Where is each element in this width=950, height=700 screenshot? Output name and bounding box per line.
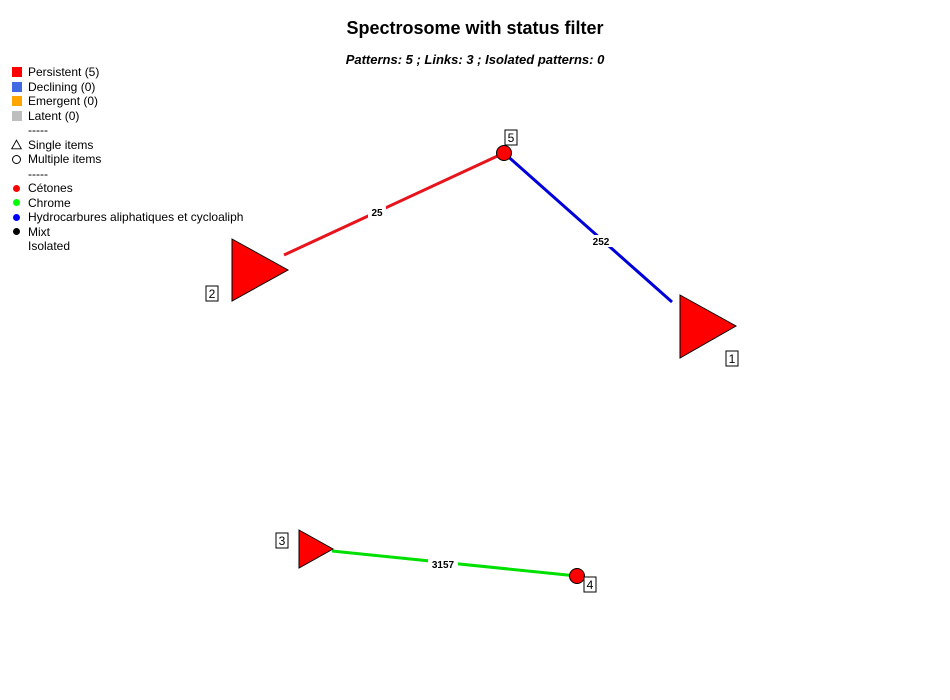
legend-label: Hydrocarbures aliphatiques et cycloaliph	[28, 210, 244, 224]
edge-weight-label: 3157	[432, 560, 455, 571]
status-swatch-icon	[11, 110, 22, 121]
node-id-label: 5	[508, 131, 515, 145]
triangle-outline-icon	[11, 139, 22, 150]
legend-label: Mixt	[28, 224, 50, 239]
legend-item-mixt: Mixt	[11, 225, 243, 240]
legend-item-emergent: Emergent (0)	[11, 94, 243, 109]
edge-5-1: 252	[503, 151, 673, 304]
node-id-label: 3	[279, 534, 286, 548]
node-3: 3	[275, 529, 335, 569]
legend-label: Multiple items	[28, 152, 102, 166]
node-circle	[569, 568, 585, 584]
edge-weight-label: 25	[371, 208, 383, 219]
legend-item-declining: Declining (0)	[11, 80, 243, 95]
edge-line	[503, 151, 673, 304]
node-label-box	[205, 285, 219, 302]
edge-3-4: 3157	[331, 549, 578, 578]
legend-separator: -----	[28, 123, 48, 137]
node-label-box	[583, 576, 597, 593]
node-triangle	[298, 529, 335, 569]
edge-line	[283, 151, 505, 257]
node-2: 2	[205, 238, 290, 302]
legend-label: Latent (0)	[28, 108, 80, 123]
edge-2-5: 25	[283, 151, 505, 257]
category-dot-icon	[13, 184, 20, 192]
legend-item-chrome: Chrome	[11, 196, 243, 211]
legend-label: Declining (0)	[28, 79, 96, 94]
category-dot-icon	[13, 228, 20, 236]
legend: Persistent (5) Declining (0) Emergent (0…	[11, 65, 243, 254]
legend-item-isolated: Isolated	[28, 239, 71, 253]
legend-label: Chrome	[28, 195, 71, 210]
legend-item-latent: Latent (0)	[11, 109, 243, 124]
status-swatch-icon	[11, 81, 22, 92]
legend-item-multiple-items: Multiple items	[11, 152, 243, 167]
node-4: 4	[569, 568, 597, 593]
edge-label-bg	[428, 558, 458, 570]
legend-item-cetones: Cétones	[11, 181, 243, 196]
category-dot-icon	[13, 213, 20, 221]
node-label-box	[275, 532, 289, 549]
legend-item-single-items: Single items	[11, 138, 243, 153]
circle-outline-icon	[12, 154, 21, 164]
edge-label-bg	[368, 206, 386, 218]
chart-title: Spectrosome with status filter	[346, 18, 604, 38]
edge-weight-label: 252	[593, 237, 610, 248]
edge-label-bg	[589, 235, 613, 247]
category-dot-icon	[13, 199, 20, 207]
legend-label: Persistent (5)	[28, 65, 100, 79]
legend-label: Single items	[28, 137, 94, 152]
node-triangle	[679, 294, 738, 359]
node-id-label: 1	[729, 352, 736, 366]
legend-item-hydrocarbures: Hydrocarbures aliphatiques et cycloaliph	[11, 210, 243, 225]
node-id-label: 4	[587, 578, 594, 592]
node-1: 1	[679, 294, 739, 367]
chart-subtitle: Patterns: 5 ; Links: 3 ; Isolated patter…	[345, 52, 605, 67]
legend-label: Cétones	[28, 181, 73, 195]
status-swatch-icon	[11, 67, 22, 78]
status-swatch-icon	[11, 96, 22, 107]
legend-separator: -----	[28, 166, 48, 181]
node-triangle	[231, 238, 290, 302]
legend-item-persistent: Persistent (5)	[11, 65, 243, 80]
node-id-label: 2	[209, 287, 216, 301]
node-circle	[496, 145, 512, 161]
legend-label: Emergent (0)	[28, 94, 99, 108]
node-label-box	[725, 350, 739, 367]
node-label-box	[504, 129, 518, 146]
node-5: 5	[496, 129, 518, 161]
